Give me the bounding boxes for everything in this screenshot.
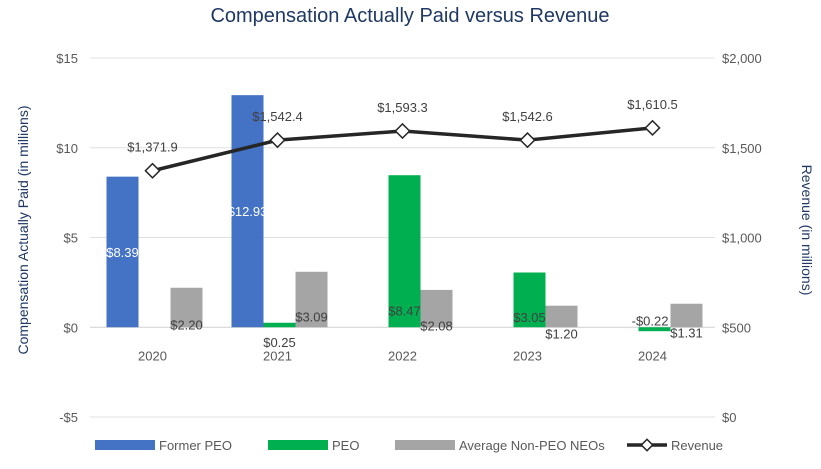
y-tick-label: $15 <box>56 51 78 66</box>
x-tick-label: 2022 <box>388 348 417 363</box>
bar-former-peo <box>106 176 139 328</box>
legend-label: Revenue <box>671 438 723 453</box>
revenue-label: $1,593.3 <box>377 100 428 115</box>
x-tick-label: 2020 <box>138 348 167 363</box>
revenue-point <box>394 122 411 140</box>
bar-average-non-peo-neos <box>545 305 578 328</box>
legend-swatch <box>395 440 455 450</box>
data-label: $8.47 <box>388 303 421 318</box>
y2-tick-label: $1,500 <box>722 141 762 156</box>
revenue-label: $1,542.4 <box>252 109 303 124</box>
revenue-label: $1,610.5 <box>627 97 678 112</box>
y-axis-label: Compensation Actually Paid (in millions) <box>15 106 31 355</box>
data-label: $2.08 <box>420 319 453 334</box>
revenue-point <box>144 162 161 179</box>
y2-tick-label: $2,000 <box>722 51 762 66</box>
y-tick-label: $5 <box>64 231 78 246</box>
revenue-label: $1,371.9 <box>127 140 178 155</box>
legend-swatch <box>95 440 155 450</box>
legend-marker <box>640 438 654 452</box>
y2-tick-label: $1,000 <box>722 231 762 246</box>
y2-tick-label: $500 <box>722 320 751 335</box>
legend-label: Average Non-PEO NEOs <box>459 438 605 453</box>
data-label: $8.39 <box>106 245 139 260</box>
revenue-point <box>644 119 661 137</box>
bar-average-non-peo-neos <box>170 287 203 328</box>
revenue-point <box>519 131 536 149</box>
legend-label: PEO <box>332 438 359 453</box>
chart-title: Compensation Actually Paid versus Revenu… <box>210 5 609 27</box>
bar-former-peo <box>231 95 264 328</box>
bar-peo <box>388 175 421 328</box>
bar-average-non-peo-neos <box>670 303 703 328</box>
legend-swatch <box>268 440 328 450</box>
bar-average-non-peo-neos <box>420 289 453 328</box>
data-label: $1.31 <box>670 325 703 340</box>
legend-label: Former PEO <box>159 438 232 453</box>
y-tick-label: $10 <box>56 141 78 156</box>
y2-axis-label: Revenue (in millions) <box>799 165 815 296</box>
revenue-point <box>269 132 286 149</box>
data-label: $2.20 <box>170 318 203 333</box>
data-label: $12.93 <box>228 204 268 219</box>
data-label: $0.25 <box>263 335 296 350</box>
bar-peo <box>513 272 546 328</box>
revenue-label: $1,542.6 <box>502 109 553 124</box>
x-tick-label: 2023 <box>513 348 542 363</box>
x-tick-label: 2021 <box>263 348 292 363</box>
y-tick-label: $0 <box>64 320 78 335</box>
y-tick-label: -$5 <box>59 410 78 425</box>
data-label: $1.20 <box>545 326 578 341</box>
x-tick-label: 2024 <box>638 348 667 363</box>
data-label: $3.09 <box>295 310 328 325</box>
data-label: $3.05 <box>513 310 546 325</box>
bar-peo <box>638 327 671 332</box>
bar-average-non-peo-neos <box>295 271 328 328</box>
bar-peo <box>263 322 296 328</box>
data-label: -$0.22 <box>632 313 669 328</box>
y2-tick-label: $0 <box>722 410 736 425</box>
